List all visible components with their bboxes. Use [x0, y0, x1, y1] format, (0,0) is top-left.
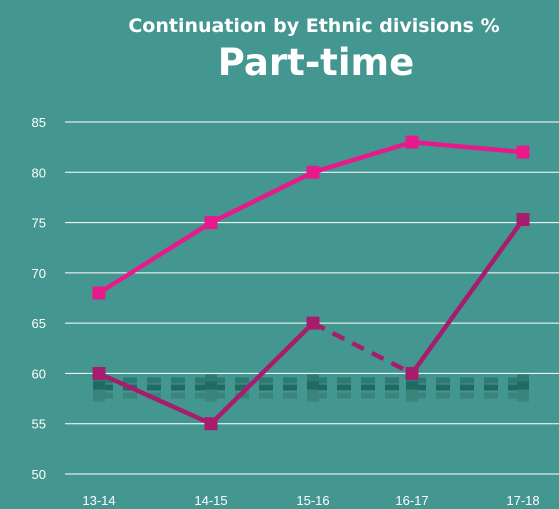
data-point-marker	[204, 417, 218, 431]
series-line-segment	[411, 139, 524, 155]
series-line-segment	[97, 220, 213, 295]
data-point-marker	[516, 145, 530, 159]
series-line-segment	[312, 139, 413, 175]
data-point-marker	[405, 366, 419, 380]
y-tick-label: 80	[32, 165, 46, 180]
data-point-marker	[406, 389, 418, 402]
data-point-marker	[306, 165, 320, 179]
x-tick-label: 15-16	[296, 493, 329, 508]
data-point-marker	[516, 213, 530, 227]
y-tick-label: 65	[32, 316, 46, 331]
y-tick-label: 50	[32, 467, 46, 482]
data-point-marker	[92, 286, 106, 300]
series-line-segment	[410, 218, 525, 375]
y-tick-label: 85	[32, 115, 46, 130]
series-line-segment	[209, 321, 315, 426]
y-tick-label: 70	[32, 266, 46, 281]
y-tick-label: 75	[32, 216, 46, 231]
y-tick-label: 55	[32, 417, 46, 432]
data-point-marker	[307, 389, 319, 402]
data-point-marker	[92, 366, 106, 380]
series-line-segment	[98, 371, 212, 426]
data-point-marker	[93, 389, 105, 402]
series-line-segment	[210, 170, 314, 225]
data-point-marker	[306, 316, 320, 330]
series-2	[92, 213, 530, 431]
chart-title: Part-time	[218, 41, 414, 84]
y-tick-label: 60	[32, 366, 46, 381]
data-point-marker	[205, 389, 217, 402]
x-tick-label: 16-17	[395, 493, 428, 508]
x-tick-label: 17-18	[506, 493, 539, 508]
x-tick-label: 14-15	[194, 493, 227, 508]
data-point-marker	[204, 216, 218, 230]
x-tick-label: 13-14	[82, 493, 115, 508]
series-5	[93, 389, 529, 402]
series-group	[92, 135, 530, 431]
data-point-marker	[517, 389, 529, 402]
y-axis-ticks: 85 80 75 70 65 60 55 50	[32, 115, 46, 482]
series-line-segment	[311, 321, 414, 376]
series-1	[92, 135, 530, 300]
data-point-marker	[405, 135, 419, 149]
chart-subtitle: Continuation by Ethnic divisions %	[128, 15, 499, 37]
x-axis-ticks: 13-14 14-15 15-16 16-17 17-18	[82, 493, 539, 508]
